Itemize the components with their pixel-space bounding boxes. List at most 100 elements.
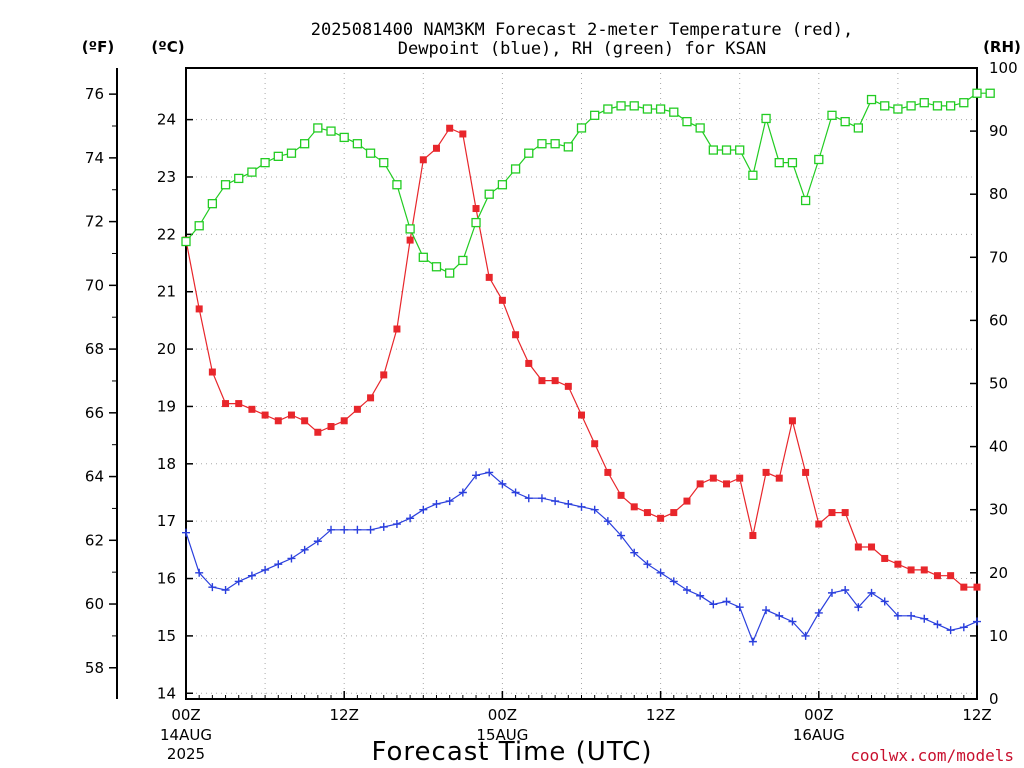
fahrenheit-tick-label: 64 bbox=[85, 468, 104, 486]
temperature-point bbox=[195, 305, 203, 313]
temperature-point bbox=[960, 583, 968, 591]
dewpoint-point bbox=[854, 603, 863, 612]
rh-point bbox=[721, 145, 732, 155]
fahrenheit-tick-label: 62 bbox=[85, 531, 104, 549]
dewpoint-point bbox=[524, 494, 533, 503]
temperature-point bbox=[406, 236, 414, 244]
dewpoint-point bbox=[221, 586, 230, 595]
rh-axis: 0 10 20 30 40 50 60 70 80 90 100 bbox=[970, 59, 1018, 708]
rh-point bbox=[458, 255, 468, 266]
rh-point bbox=[932, 101, 943, 111]
rh-point bbox=[510, 164, 521, 174]
dewpoint-point bbox=[893, 611, 902, 620]
temperature-point bbox=[947, 572, 955, 580]
temperature-point bbox=[723, 480, 731, 488]
temperature-point bbox=[222, 400, 230, 408]
rh-tick-label: 10 bbox=[989, 627, 1008, 645]
dewpoint-point bbox=[195, 568, 204, 577]
rh-point bbox=[471, 217, 481, 228]
fahrenheit-tick-label: 74 bbox=[85, 149, 104, 167]
dewpoint-point bbox=[880, 597, 889, 606]
temperature-point bbox=[327, 423, 335, 431]
rh-point bbox=[972, 88, 982, 98]
temperature-point bbox=[301, 417, 309, 425]
temperature-point bbox=[367, 394, 375, 402]
dewpoint-point bbox=[551, 497, 560, 506]
temperature-point bbox=[261, 411, 269, 419]
temperature-point bbox=[736, 474, 744, 482]
dewpoint-point bbox=[327, 525, 336, 534]
dewpoint-point bbox=[511, 488, 520, 497]
temperature-point bbox=[432, 144, 440, 152]
rh-point bbox=[616, 101, 626, 111]
dewpoint-point bbox=[406, 514, 415, 523]
dewpoint-point bbox=[762, 606, 771, 615]
dewpoint-point bbox=[827, 588, 836, 597]
series-layer bbox=[181, 88, 995, 646]
rh-point bbox=[800, 195, 811, 206]
rh-axis-unit: (RH) bbox=[983, 38, 1021, 56]
rh-tick-label: 80 bbox=[989, 185, 1008, 203]
rh-point bbox=[313, 123, 323, 133]
temperature-point bbox=[749, 532, 757, 540]
fahrenheit-tick-label: 58 bbox=[85, 659, 104, 677]
temperature-point bbox=[775, 474, 783, 482]
temperature-point bbox=[657, 514, 665, 522]
rh-point bbox=[985, 88, 995, 98]
dewpoint-point bbox=[498, 479, 507, 488]
dewpoint-point bbox=[696, 591, 705, 600]
dewpoint-point bbox=[208, 583, 217, 592]
celsius-tick-label: 15 bbox=[157, 627, 176, 645]
dewpoint-point bbox=[445, 497, 454, 506]
rh-point bbox=[418, 252, 428, 262]
time-tick-label: 12Z bbox=[330, 706, 359, 724]
dewpoint-point bbox=[537, 494, 546, 503]
rh-tick-label: 40 bbox=[989, 438, 1008, 456]
rh-point bbox=[642, 104, 653, 114]
dewpoint-point bbox=[643, 560, 652, 569]
dewpoint-point bbox=[287, 554, 296, 563]
temperature-point bbox=[564, 382, 572, 390]
rh-point bbox=[814, 154, 824, 165]
celsius-tick-label: 23 bbox=[157, 168, 176, 186]
axes bbox=[116, 67, 978, 700]
rh-point bbox=[866, 94, 877, 105]
dewpoint-point bbox=[748, 637, 757, 646]
rh-point bbox=[827, 110, 837, 120]
rh-point bbox=[787, 157, 798, 168]
series-plus-group bbox=[182, 468, 981, 646]
rh-tick-label: 0 bbox=[989, 690, 999, 708]
dewpoint-point bbox=[682, 586, 691, 595]
rh-point bbox=[326, 126, 336, 136]
rh-point bbox=[524, 148, 534, 158]
temperature-point bbox=[459, 130, 467, 138]
time-tick-label: 12Z bbox=[962, 706, 991, 724]
rh-point bbox=[207, 199, 218, 209]
rh-point bbox=[299, 139, 310, 149]
celsius-axis-unit: (ºC) bbox=[151, 38, 184, 56]
dewpoint-point bbox=[801, 631, 810, 640]
rh-point bbox=[840, 116, 850, 127]
temperature-point bbox=[235, 400, 243, 408]
temperature-point bbox=[604, 468, 612, 476]
rh-point bbox=[405, 224, 415, 234]
rh-point bbox=[234, 173, 244, 184]
rh-point bbox=[247, 167, 257, 177]
fahrenheit-axis: 58 60 62 64 66 68 70 72 74 76 bbox=[85, 85, 117, 677]
celsius-tick-label: 22 bbox=[157, 225, 176, 243]
rh-point bbox=[379, 157, 389, 168]
temperature-point bbox=[630, 503, 638, 511]
temperature-point bbox=[208, 368, 216, 376]
dewpoint-point bbox=[247, 571, 256, 580]
dewpoint-point bbox=[973, 617, 981, 626]
celsius-tick-label: 24 bbox=[157, 111, 176, 129]
x-axis-title: Forecast Time (UTC) bbox=[371, 737, 652, 767]
rh-point bbox=[853, 123, 863, 133]
time-tick-year: 2025 bbox=[167, 745, 205, 763]
dewpoint-point bbox=[656, 568, 665, 577]
temperature-point bbox=[446, 124, 454, 132]
temperature-point bbox=[933, 572, 941, 580]
rh-point bbox=[576, 123, 587, 133]
temperature-point bbox=[538, 377, 546, 385]
dewpoint-point bbox=[669, 577, 678, 586]
